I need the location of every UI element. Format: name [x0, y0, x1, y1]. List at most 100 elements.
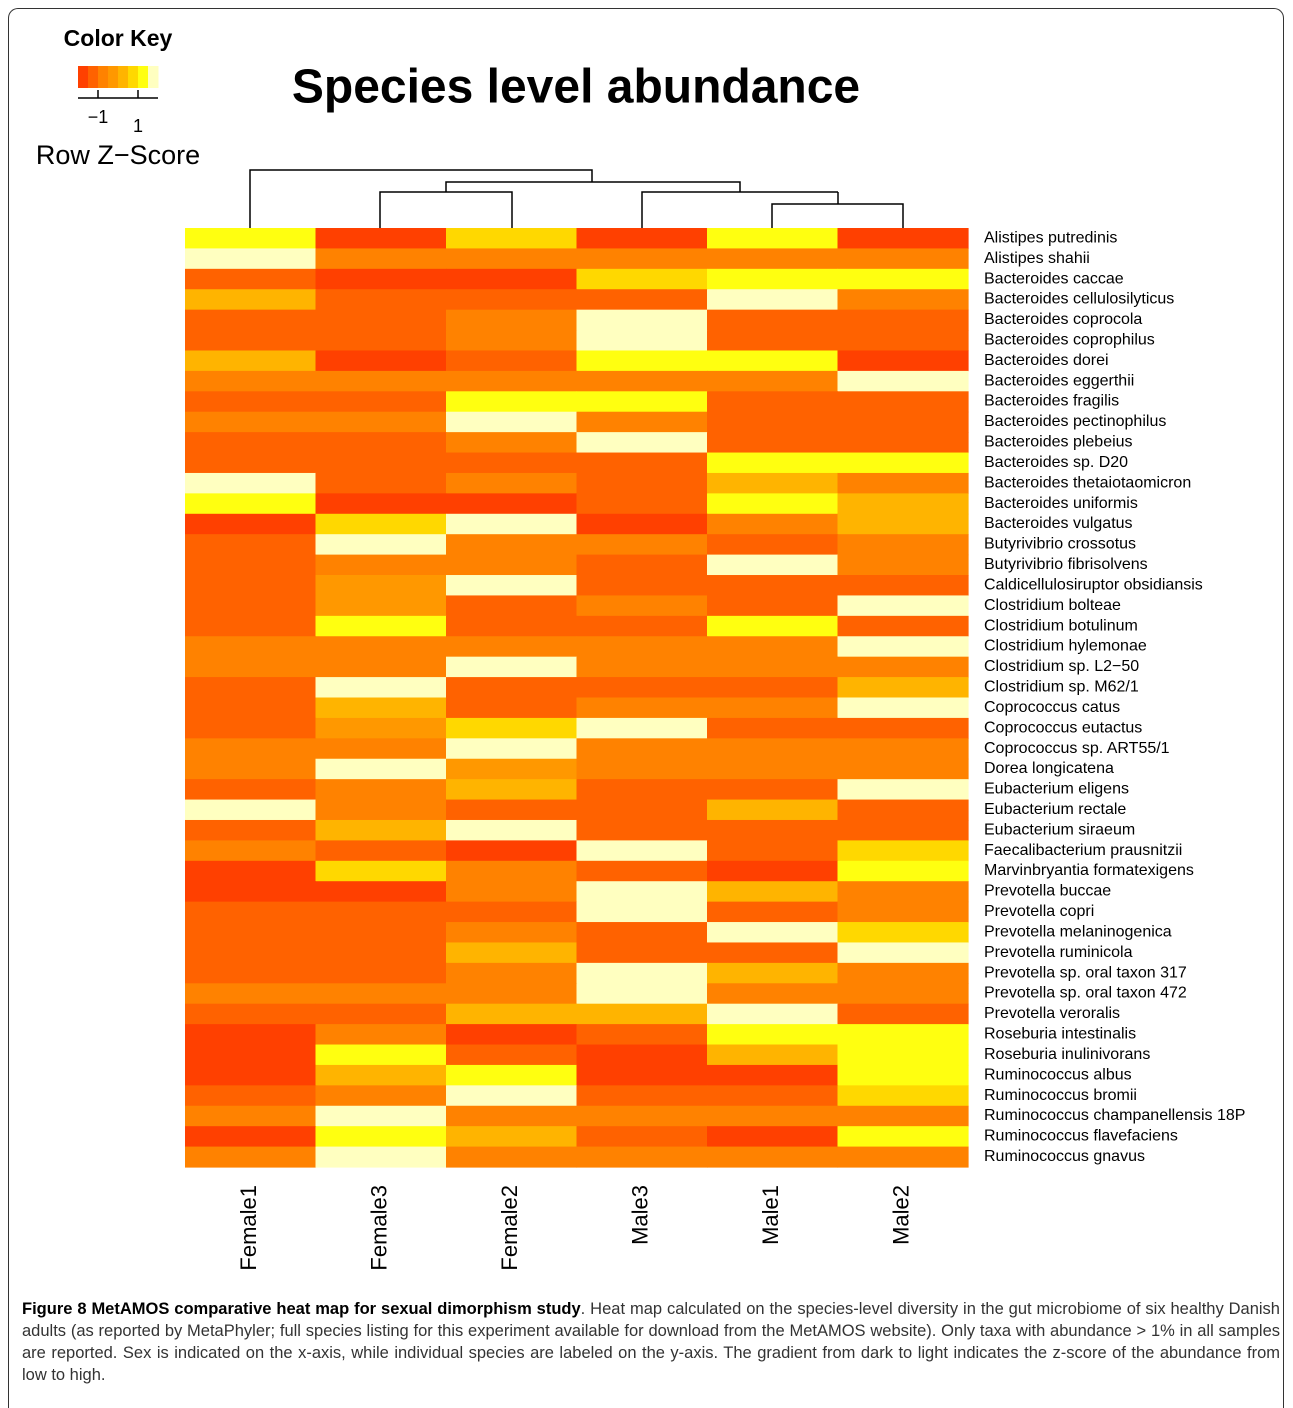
heat-cell — [707, 962, 839, 984]
heat-cell — [837, 268, 969, 290]
heat-cell — [576, 309, 708, 331]
heat-cell — [446, 309, 578, 331]
heat-cell — [576, 1064, 708, 1086]
heat-cell — [837, 248, 969, 270]
key-tick-label: −1 — [88, 107, 109, 127]
heat-cell — [315, 983, 447, 1005]
heat-cell — [446, 962, 578, 984]
heat-cell — [707, 330, 839, 352]
heat-cell — [837, 411, 969, 433]
heat-cell — [707, 738, 839, 760]
heat-cell — [576, 962, 708, 984]
heat-cell — [707, 248, 839, 270]
dendro-branch — [445, 181, 741, 192]
heat-cell — [185, 513, 317, 535]
heat-cell — [185, 248, 317, 270]
row-label: Bacteroides thetaiotaomicron — [984, 474, 1191, 491]
dendrogram — [249, 169, 904, 228]
heat-cell — [707, 983, 839, 1005]
heat-cell — [576, 779, 708, 801]
heat-cell — [446, 636, 578, 658]
heat-cell — [576, 1126, 708, 1148]
heat-cell — [837, 513, 969, 535]
heat-cell — [446, 1085, 578, 1107]
heat-cell — [576, 289, 708, 311]
heat-cell — [185, 697, 317, 719]
heat-cell — [446, 615, 578, 637]
heat-cell — [315, 1064, 447, 1086]
dendro-branch — [771, 203, 904, 228]
row-label: Bacteroides coprocola — [984, 311, 1142, 328]
caption-label: Figure 8 MetAMOS comparative heat map fo… — [22, 1300, 581, 1318]
heat-cell — [185, 1064, 317, 1086]
row-label: Bacteroides caccae — [984, 270, 1124, 287]
heat-cell — [576, 697, 708, 719]
heat-cell — [707, 309, 839, 331]
heat-cell — [446, 819, 578, 841]
heat-cell — [315, 330, 447, 352]
row-label: Dorea longicatena — [984, 760, 1114, 777]
heat-cell — [837, 575, 969, 597]
heat-cell — [576, 350, 708, 372]
heat-cell — [185, 228, 317, 250]
heat-cell — [315, 717, 447, 739]
heat-cell — [837, 1003, 969, 1025]
row-label: Prevotella sp. oral taxon 472 — [984, 985, 1187, 1002]
heat-cell — [185, 819, 317, 841]
heat-cell — [837, 391, 969, 413]
heat-cell — [446, 1064, 578, 1086]
row-label: Ruminococcus bromii — [984, 1087, 1137, 1104]
heat-cell — [446, 779, 578, 801]
heat-cell — [185, 534, 317, 556]
row-label: Coprococcus eutactus — [984, 719, 1142, 736]
heat-cell — [315, 534, 447, 556]
heat-cell — [315, 860, 447, 882]
heat-cell — [576, 636, 708, 658]
heat-cell — [837, 799, 969, 821]
heat-cell — [837, 983, 969, 1005]
heat-cell — [315, 248, 447, 270]
row-label: Clostridium bolteae — [984, 597, 1121, 614]
key-tick-label: 1 — [133, 116, 143, 136]
chart-title: Species level abundance — [292, 61, 860, 114]
heat-cell — [446, 1126, 578, 1148]
heat-cell — [185, 779, 317, 801]
heat-cell — [315, 493, 447, 515]
heat-cell — [837, 677, 969, 699]
heat-cell — [707, 1146, 839, 1168]
row-label: Butyrivibrio crossotus — [984, 536, 1136, 553]
heat-cell — [576, 228, 708, 250]
heat-cell — [446, 493, 578, 515]
key-swatch — [98, 66, 109, 88]
heat-cell — [576, 1024, 708, 1046]
heat-cell — [707, 391, 839, 413]
x-tick-label: Female3 — [367, 1185, 392, 1271]
heat-cell — [576, 1085, 708, 1107]
dendro-branch — [641, 191, 838, 228]
heat-cell — [707, 799, 839, 821]
heat-cell — [315, 656, 447, 678]
heat-cell — [707, 636, 839, 658]
heat-cell — [185, 758, 317, 780]
heat-cell — [185, 1126, 317, 1148]
heat-cell — [185, 268, 317, 290]
heat-cell — [837, 493, 969, 515]
heat-cell — [315, 819, 447, 841]
heat-cell — [576, 860, 708, 882]
heat-cell — [837, 1126, 969, 1148]
heat-cell — [707, 942, 839, 964]
heat-cell — [185, 1085, 317, 1107]
row-label: Coprococcus sp. ART55/1 — [984, 740, 1170, 757]
heat-cell — [576, 534, 708, 556]
row-label: Faecalibacterium prausnitzii — [984, 842, 1182, 859]
heat-cell — [185, 1024, 317, 1046]
heat-cell — [446, 330, 578, 352]
heat-cell — [837, 289, 969, 311]
heat-cell — [446, 799, 578, 821]
row-label: Clostridium botulinum — [984, 617, 1138, 634]
row-label: Ruminococcus albus — [984, 1066, 1132, 1083]
heat-cell — [446, 738, 578, 760]
heat-cell — [707, 370, 839, 392]
heat-cell — [185, 289, 317, 311]
